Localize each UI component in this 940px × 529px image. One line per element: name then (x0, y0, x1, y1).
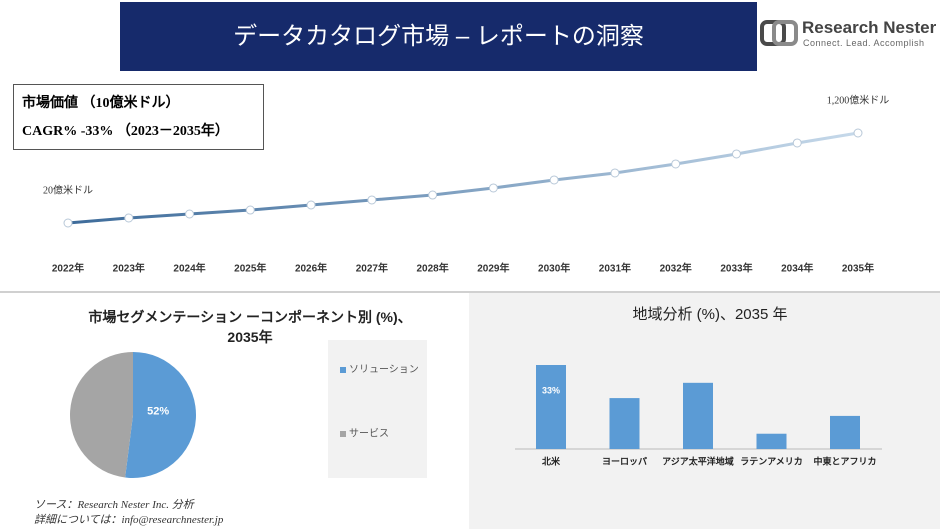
point (731, 149, 741, 159)
info-box (13, 84, 264, 150)
point (549, 175, 559, 185)
x-tick-label: 2028年 (416, 262, 448, 275)
value-label: 33% (542, 385, 560, 395)
x-tick-label: 2024年 (173, 262, 205, 275)
x-tick-label: 2034年 (781, 262, 813, 275)
x-tick-label: 2032年 (660, 262, 692, 275)
info-line: 市場価値 （10億米ドル） (22, 96, 180, 111)
bar (683, 382, 713, 449)
divider (0, 291, 940, 293)
point (488, 183, 498, 193)
logo-name: Research Nester (802, 18, 937, 37)
point (853, 128, 863, 138)
value-label: 20億米ドル (43, 183, 93, 196)
x-tick-label: 2029年 (477, 262, 509, 275)
pie-title: 市場セグメンテーション ーコンポーネント別 (%)、 2035年 (88, 309, 412, 345)
x-tick-label: 北米 (542, 455, 561, 466)
bar (609, 398, 640, 449)
point (610, 168, 620, 178)
x-tick-label: 2033年 (720, 262, 752, 275)
point (63, 218, 73, 228)
info-line: CAGR% -33% （2023－2035年） (22, 124, 229, 139)
value-label: 1,200億米ドル (827, 93, 890, 106)
pie-slice (69, 352, 133, 478)
point (306, 200, 316, 210)
legend-swatch (340, 431, 346, 437)
x-tick-label: 2031年 (599, 262, 631, 275)
title-banner (120, 2, 757, 71)
point (792, 138, 802, 148)
point (245, 205, 255, 215)
x-tick-label: 2030年 (538, 262, 570, 275)
x-tick-label: アジア太平洋地域 (662, 455, 734, 466)
pie-slice (125, 352, 196, 478)
line (67, 131, 859, 225)
x-tick-label: 2027年 (356, 262, 388, 275)
x-tick-label: 2023年 (113, 262, 145, 275)
x-tick-label: 2025年 (234, 262, 266, 275)
legend-swatch (340, 367, 346, 373)
point (124, 213, 134, 223)
x-tick-label: 中東とアフリカ (813, 455, 876, 466)
bar-title: 地域分析 (%)、2035 年 (632, 306, 788, 323)
legend-label: サービス (349, 428, 389, 440)
point (185, 209, 195, 219)
x-tick-label: 2022年 (52, 262, 84, 275)
point (367, 195, 377, 205)
page-title: データカタログ市場 – レポートの洞察 (233, 23, 644, 50)
logo-icon (760, 20, 798, 46)
bar (830, 415, 860, 449)
legend-box (328, 340, 427, 478)
x-tick-label: ヨーロッパ (602, 455, 647, 466)
bar (756, 433, 787, 449)
point (428, 190, 438, 200)
x-tick-label: 2035年 (842, 262, 874, 275)
source-line: ソース：Research Nester Inc. 分析 (34, 499, 194, 511)
logo-tagline: Connect. Lead. Accomplish (803, 38, 925, 48)
value-label: 52% (147, 405, 169, 417)
x-tick-label: ラテンアメリカ (740, 456, 803, 466)
legend-label: ソリューション (349, 365, 419, 376)
source-line: 詳細については：info@researchnester.jp (34, 514, 224, 526)
bar (536, 365, 566, 449)
point (671, 159, 681, 169)
x-tick-label: 2026年 (295, 262, 327, 275)
